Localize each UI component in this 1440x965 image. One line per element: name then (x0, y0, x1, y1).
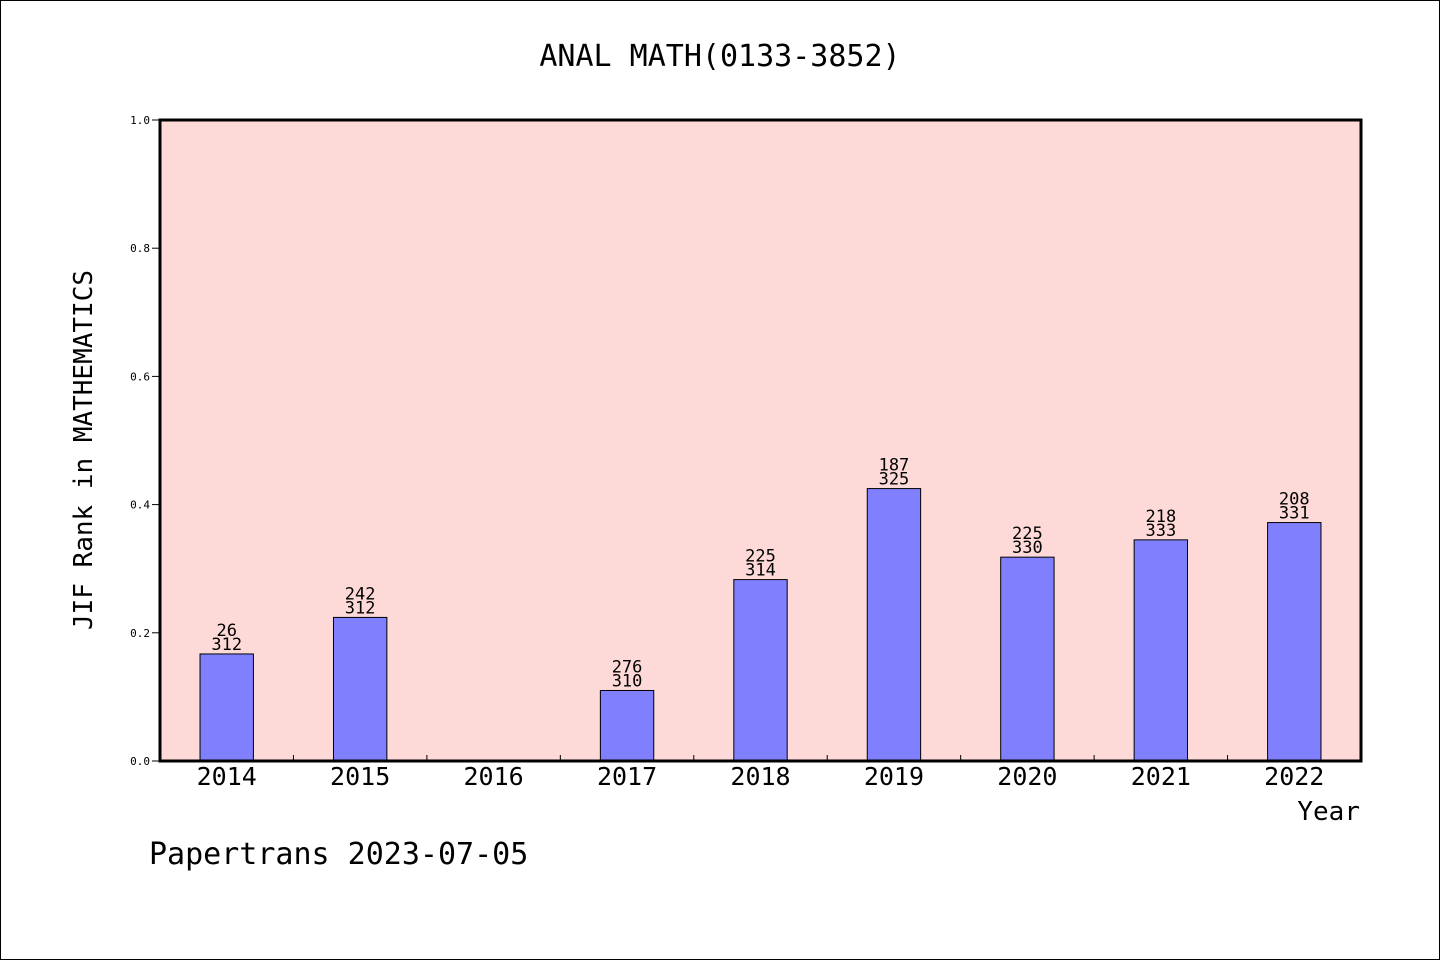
bar-label-rank-2021: 218 (1145, 507, 1176, 527)
bar-label-total-2014: 312 (211, 635, 242, 655)
x-tick-label-2017: 2017 (597, 762, 657, 791)
y-axis: 0.0 0.2 0.4 0.6 0.8 1.0 (130, 114, 160, 768)
bar-label-total-2019: 325 (879, 470, 910, 490)
y-tick-label-0.8: 0.8 (130, 242, 150, 255)
y-tick-label-0.6: 0.6 (130, 370, 150, 383)
bar-2021 (1133, 539, 1189, 762)
bar-label-total-2017: 310 (612, 671, 643, 691)
bar-label-rank-2020: 225 (1012, 524, 1043, 544)
x-tick-label-2020: 2020 (997, 762, 1057, 791)
footer-text: Papertrans 2023-07-05 (149, 837, 528, 872)
bar-2020 (1000, 556, 1055, 762)
y-tick-label-0.4: 0.4 (130, 499, 150, 512)
x-tick-label-2015: 2015 (330, 762, 390, 791)
bar-label-rank-2019: 187 (879, 456, 910, 476)
bar-2017 (599, 689, 655, 762)
bar-2015 (332, 616, 388, 762)
bar-label-rank-2014: 26 (216, 621, 236, 641)
bar-label-total-2022: 331 (1279, 504, 1310, 524)
chart-title: ANAL MATH(0133-3852) (539, 39, 900, 74)
x-axis-label: Year (1297, 797, 1360, 827)
bar-labels-layer: 2631224231227631022531418732522533021833… (211, 456, 1309, 692)
bar-2022 (1267, 522, 1322, 762)
x-tick-label-2016: 2016 (464, 762, 524, 791)
bar-label-rank-2022: 208 (1279, 490, 1310, 510)
bar-2014 (199, 653, 254, 762)
bar-label-rank-2015: 242 (345, 584, 376, 604)
x-tick-label-2019: 2019 (864, 762, 924, 791)
x-tick-label-2018: 2018 (730, 762, 790, 791)
x-tick-label-2021: 2021 (1131, 762, 1191, 791)
plot-frame (158, 118, 1363, 763)
bars-layer (199, 488, 1322, 762)
bar-label-rank-2018: 225 (745, 547, 776, 567)
y-tick-label-1.0: 1.0 (130, 114, 150, 127)
bar-label-total-2020: 330 (1012, 538, 1043, 558)
y-tick-label-0.2: 0.2 (130, 627, 150, 640)
x-axis: 2014 2015 2016 2017 2018 2019 2020 2021 2022 (197, 755, 1324, 791)
bar-label-total-2015: 312 (345, 598, 376, 618)
bar-label-rank-2017: 276 (612, 657, 643, 677)
bar-2019 (866, 488, 922, 762)
bar-label-total-2018: 314 (745, 561, 776, 581)
x-tick-label-2022: 2022 (1264, 762, 1324, 791)
bar-label-total-2021: 333 (1145, 521, 1176, 541)
x-tick-label-2014: 2014 (197, 762, 257, 791)
y-tick-label-0.0: 0.0 (130, 755, 150, 768)
bar-2018 (733, 579, 788, 762)
y-axis-label: JIF Rank in MATHEMATICS (69, 270, 99, 630)
